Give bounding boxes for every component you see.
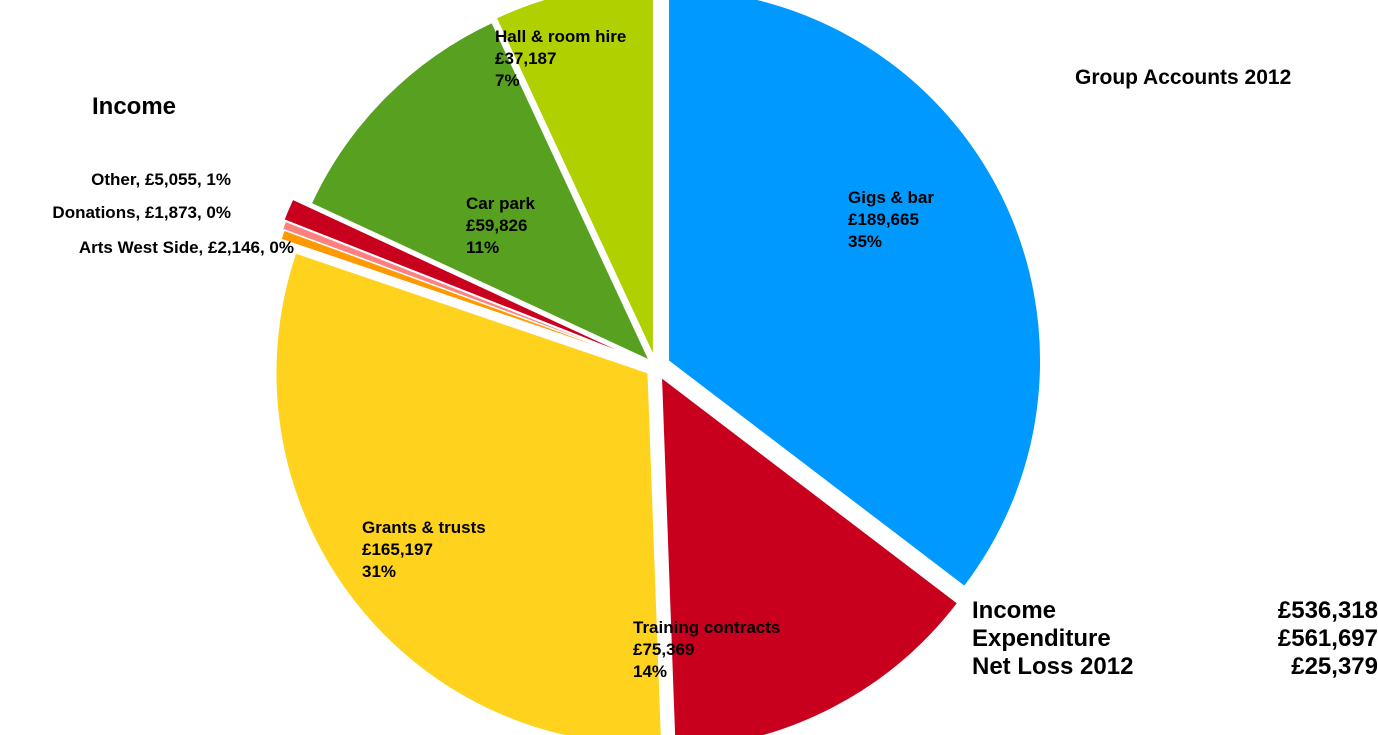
pie-slice-grants-trusts: [275, 252, 662, 735]
chart-subtitle: Income: [92, 93, 177, 120]
summary-label: Expenditure: [972, 625, 1111, 652]
summary-value: £25,379: [1291, 653, 1378, 680]
pie-slice-arts-west-side: [280, 229, 634, 360]
slice-label-other: Other, £5,055, 1%: [91, 170, 231, 189]
slice-label-grants-trusts: Grants & trusts £165,197 31%: [362, 518, 486, 581]
pie-slice-other: [283, 198, 631, 357]
slice-label-hall-room-hire: Hall & room hire £37,187 7%: [495, 27, 626, 90]
pie-slice-gigs-bar: [668, 0, 1042, 587]
pie-slice-donations: [282, 220, 632, 359]
slice-label-arts-west-side: Arts West Side, £2,146, 0%: [79, 238, 294, 257]
slice-label-car-park: Car park £59,826 11%: [466, 194, 536, 257]
summary-row-expenditure: Expenditure £561,697: [972, 625, 1378, 653]
chart-title: Group Accounts 2012: [1075, 66, 1292, 89]
summary-label: Net Loss 2012: [972, 653, 1134, 680]
slice-label-donations: Donations, £1,873, 0%: [52, 203, 231, 222]
summary-value: £561,697: [1277, 625, 1378, 652]
summary-table: Income £536,318 Expenditure £561,697 Net…: [972, 597, 1378, 681]
summary-value: £536,318: [1277, 597, 1378, 624]
slice-label-gigs-bar: Gigs & bar £189,665 35%: [848, 188, 934, 251]
summary-row-income: Income £536,318: [972, 597, 1378, 625]
pie-slice-car-park: [310, 22, 650, 361]
summary-row-net-loss: Net Loss 2012 £25,379: [972, 653, 1378, 681]
summary-label: Income: [972, 597, 1057, 624]
slice-label-training-contracts: Training contracts £75,369 14%: [633, 618, 780, 681]
pie-slice-hall-room-hire: [495, 0, 654, 356]
pie-slice-training-contracts: [660, 376, 959, 735]
